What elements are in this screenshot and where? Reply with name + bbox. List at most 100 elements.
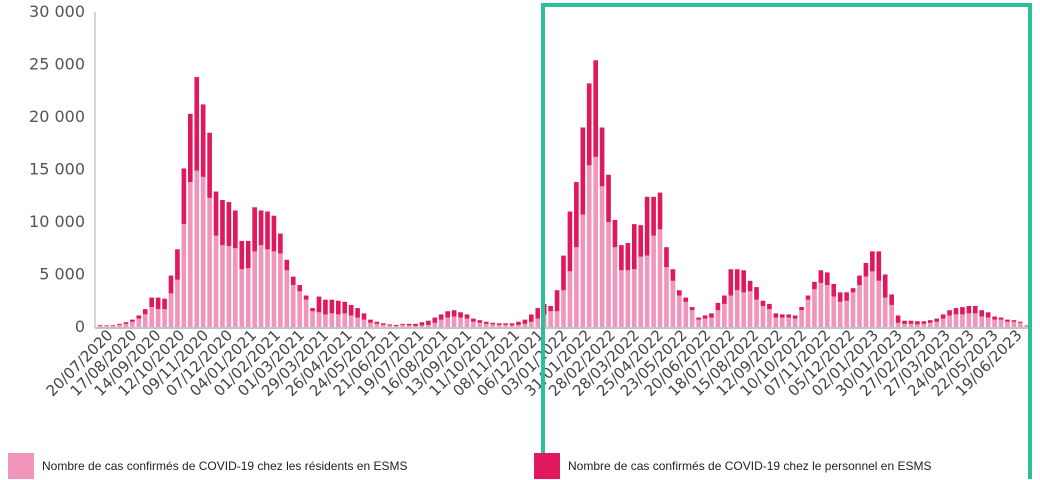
bar-staff xyxy=(644,196,650,256)
bar-residents xyxy=(226,246,232,327)
bar-residents xyxy=(606,222,611,327)
bar-staff xyxy=(960,307,965,315)
bar-staff xyxy=(155,297,161,310)
bar-residents xyxy=(825,285,830,327)
bar-residents xyxy=(818,282,824,327)
bar-staff xyxy=(927,320,933,323)
bar-staff xyxy=(606,174,611,222)
bar-staff xyxy=(709,313,714,318)
bar-residents xyxy=(857,285,862,327)
bar-residents xyxy=(142,314,148,327)
bar-residents xyxy=(940,318,946,327)
bar-residents xyxy=(265,249,270,327)
bar-residents xyxy=(863,276,869,327)
bar-residents xyxy=(728,295,734,327)
bar-residents xyxy=(689,310,695,327)
bar-staff xyxy=(934,318,940,322)
bar-residents xyxy=(876,280,882,327)
bar-residents xyxy=(393,325,399,327)
bar-staff xyxy=(471,318,476,322)
bar-staff xyxy=(728,269,734,296)
bar-residents xyxy=(361,319,367,327)
bar-staff xyxy=(310,308,315,312)
bar-staff xyxy=(136,315,142,319)
bar-residents xyxy=(850,292,856,327)
bar-staff xyxy=(619,245,624,271)
bar-staff xyxy=(445,311,450,318)
bar-residents xyxy=(947,315,952,327)
bar-residents xyxy=(477,322,483,327)
bar-staff xyxy=(406,323,412,326)
bar-residents xyxy=(631,269,637,327)
bar-staff xyxy=(252,207,257,252)
bar-residents xyxy=(496,324,502,327)
bar-staff xyxy=(1018,321,1023,323)
bar-staff xyxy=(786,314,792,318)
bar-residents xyxy=(252,251,257,327)
bar-residents xyxy=(483,323,489,327)
bar-residents xyxy=(155,309,161,327)
bar-residents xyxy=(709,317,714,327)
bar-residents xyxy=(882,297,888,327)
bar-residents xyxy=(934,321,940,327)
bar-staff xyxy=(715,302,721,311)
bar-residents xyxy=(1005,321,1010,327)
bar-residents xyxy=(400,324,405,327)
bar-staff xyxy=(458,312,463,318)
bar-staff xyxy=(496,323,502,325)
highlight-frame xyxy=(541,3,1032,479)
bar-staff xyxy=(947,310,952,316)
bar-residents xyxy=(117,324,122,327)
bar-residents xyxy=(638,256,644,327)
bar-residents xyxy=(175,279,180,327)
bar-staff xyxy=(529,314,534,322)
bar-staff xyxy=(419,322,425,326)
bar-residents xyxy=(612,247,618,327)
bar-staff xyxy=(580,127,586,215)
bar-residents xyxy=(130,321,135,327)
bar-staff xyxy=(220,199,225,246)
bar-residents xyxy=(194,170,200,327)
bar-residents xyxy=(381,324,386,327)
bar-staff xyxy=(335,300,341,315)
bar-residents xyxy=(844,300,849,327)
bar-staff xyxy=(863,262,869,277)
bar-residents xyxy=(97,325,103,327)
bar-staff xyxy=(631,224,637,270)
bar-staff xyxy=(734,269,740,291)
bar-staff xyxy=(586,83,592,166)
bar-residents xyxy=(767,309,772,327)
bar-residents xyxy=(927,322,933,327)
y-tick-label: 10 000 xyxy=(29,212,85,231)
bar-residents xyxy=(451,316,457,327)
bar-staff xyxy=(522,319,528,324)
bar-residents xyxy=(110,325,116,327)
bar-residents xyxy=(136,318,142,327)
bar-residents xyxy=(960,314,965,327)
bar-staff xyxy=(638,225,644,257)
bar-staff xyxy=(870,251,875,272)
legend-item-residents: Nombre de cas confirmés de COVID-19 chez… xyxy=(8,452,407,480)
bar-residents xyxy=(831,296,837,327)
bar-staff xyxy=(657,192,663,230)
bar-residents xyxy=(908,323,914,327)
bar-residents xyxy=(657,229,663,327)
bar-residents xyxy=(702,318,708,327)
bar-staff xyxy=(271,215,277,252)
bar-staff xyxy=(805,295,811,300)
bar-residents xyxy=(503,324,508,327)
bar-staff xyxy=(438,314,444,320)
legend-item-staff: Nombre de cas confirmés de COVID-19 chez… xyxy=(534,452,932,480)
bar-staff xyxy=(979,310,985,317)
bar-residents xyxy=(213,235,219,327)
bar-staff xyxy=(368,319,373,323)
bar-residents xyxy=(239,269,245,327)
legend-label-staff: Nombre de cas confirmés de COVID-19 chez… xyxy=(568,459,932,473)
bar-staff xyxy=(432,317,438,323)
bar-staff xyxy=(278,233,283,254)
bar-staff xyxy=(168,275,174,294)
bar-staff xyxy=(342,301,348,314)
bar-residents xyxy=(220,245,225,327)
bar-staff xyxy=(612,219,618,248)
